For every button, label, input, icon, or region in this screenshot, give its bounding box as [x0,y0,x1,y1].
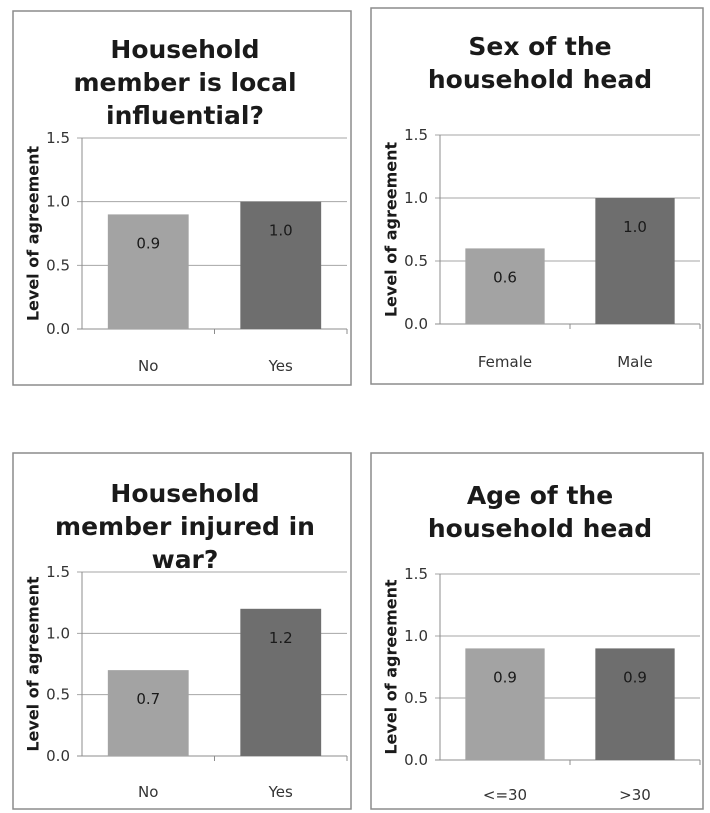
y-tick-label: 0.0 [46,747,70,765]
x-category-label: Male [617,353,653,371]
y-tick-label: 1.5 [46,563,70,581]
y-axis-label: Level of agreement [382,579,401,755]
chart-panel-injured-in-war: 0.0 0.5 1.0 1.5 0.7 No 1.2 Yes Level of agreemen… [12,452,352,810]
chart-svg: 0.0 0.5 1.0 1.5 0.7 No 1.2 Yes Level of agreemen… [12,452,352,810]
chart-svg: 0.0 0.5 1.0 1.5 0.6 Female 1.0 Male Level of agr… [370,7,704,385]
y-tick-label: 0.5 [46,686,70,704]
chart-title-line: Age of the [467,481,613,510]
chart-panel-age-of-head: 0.0 0.5 1.0 1.5 0.9 <=30 0.9 >30 Level of agreem… [370,452,704,810]
y-axis-label: Level of agreement [24,576,43,752]
bar [595,198,675,324]
bar [465,648,545,760]
data-label: 1.0 [269,222,293,240]
chart-title-line: Household [110,479,259,508]
data-label: 1.2 [269,629,293,647]
chart-title-line: influential? [106,101,264,130]
y-tick-label: 1.5 [46,129,70,147]
chart-title-line: war? [152,545,219,574]
y-tick-label: 1.0 [404,189,428,207]
y-tick-label: 0.0 [404,751,428,769]
x-category-label: <=30 [483,786,527,804]
x-category-label: Yes [268,357,293,375]
data-label: 0.9 [493,668,517,686]
bar [107,670,189,756]
data-label: 0.7 [136,690,160,708]
bar [595,648,675,760]
x-category-label: No [138,783,158,801]
y-tick-label: 0.5 [404,689,428,707]
chart-panel-local-influential: 0.0 0.5 1.0 1.5 0.9 No 1.0 Yes Level of agreemen… [12,10,352,386]
bar [240,608,322,756]
x-category-label: No [138,357,158,375]
chart-title-line: Household [110,35,259,64]
y-tick-label: 1.0 [404,627,428,645]
bar [240,201,322,329]
chart-svg: 0.0 0.5 1.0 1.5 0.9 <=30 0.9 >30 Level of agreem… [370,452,704,810]
data-label: 0.9 [623,668,647,686]
bar [465,248,545,324]
y-tick-label: 0.0 [404,315,428,333]
chart-title-line: household head [428,65,652,94]
data-label: 0.9 [136,234,160,252]
y-tick-label: 0.0 [46,320,70,338]
y-tick-label: 0.5 [404,252,428,270]
chart-title-line: household head [428,514,652,543]
x-category-label: Female [478,353,532,371]
bar [107,214,189,329]
chart-svg: 0.0 0.5 1.0 1.5 0.9 No 1.0 Yes Level of agreemen… [12,10,352,386]
chart-title-line: member is local [73,68,296,97]
y-tick-label: 1.5 [404,565,428,583]
chart-panel-sex-of-head: 0.0 0.5 1.0 1.5 0.6 Female 1.0 Male Level of agr… [370,7,704,385]
y-axis-label: Level of agreement [24,145,43,321]
y-axis-label: Level of agreement [382,141,401,317]
y-tick-label: 0.5 [46,256,70,274]
chart-title-line: member injured in [55,512,315,541]
y-tick-label: 1.0 [46,624,70,642]
data-label: 0.6 [493,268,517,286]
y-tick-label: 1.5 [404,126,428,144]
x-category-label: Yes [268,783,293,801]
y-tick-label: 1.0 [46,193,70,211]
data-label: 1.0 [623,218,647,236]
chart-title-line: Sex of the [468,32,611,61]
x-category-label: >30 [619,786,651,804]
